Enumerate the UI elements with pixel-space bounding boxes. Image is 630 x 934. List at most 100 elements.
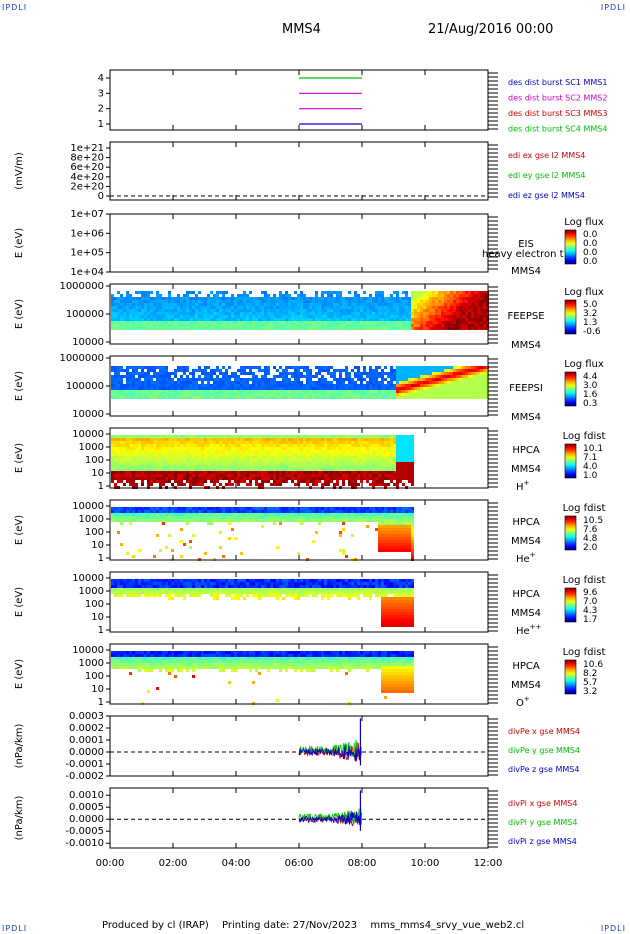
spectrogram-cell: [123, 483, 126, 486]
spectrogram-cell: [450, 294, 453, 297]
spectrogram-cell: [240, 456, 243, 459]
spectrogram-cell: [285, 450, 288, 453]
spectrogram-cell: [144, 306, 147, 309]
spectrogram-cell: [270, 318, 273, 321]
spectrogram-cell: [243, 477, 246, 480]
spectrogram-cell: [390, 477, 393, 480]
spectrogram-cell: [423, 291, 426, 294]
spectrogram-cell: [465, 390, 468, 393]
spectrogram-cell: [348, 483, 351, 486]
spectrogram-cell: [480, 366, 483, 369]
spectrogram-cell: [270, 474, 273, 477]
spectrogram-cell: [342, 453, 345, 456]
spectrogram-cell: [366, 456, 369, 459]
spectrogram-cell: [402, 300, 405, 303]
spectrogram-cell: [135, 435, 138, 438]
spectrogram-cell: [270, 438, 273, 441]
spectrogram-cell: [123, 516, 126, 519]
spectrogram-cell: [399, 471, 402, 474]
spectrogram-cell: [411, 444, 414, 447]
spectrogram-cell: [138, 441, 141, 444]
spectrogram-cell: [240, 435, 243, 438]
spectrogram-cell: [399, 378, 402, 381]
spectrogram-cell: [210, 507, 213, 510]
spectrogram-cell: [276, 312, 279, 315]
spectrogram-cell: [222, 447, 225, 450]
spectrogram-cell: [480, 303, 483, 306]
spectrogram-cell: [198, 459, 201, 462]
spectrogram-cell: [411, 315, 414, 318]
spectrogram-cell: [204, 456, 207, 459]
spectrogram-cell: [162, 435, 165, 438]
spectrogram-cell: [222, 510, 225, 513]
spectrogram-cell: [387, 324, 390, 327]
spectrogram-cell: [231, 303, 234, 306]
spectrogram-cell: [252, 471, 255, 474]
spectrogram-cell: [393, 441, 396, 444]
spectrogram-cell: [291, 450, 294, 453]
spectrogram-cell: [129, 438, 132, 441]
spectrogram-cell: [117, 297, 120, 300]
spectrogram-cell: [219, 453, 222, 456]
spectrogram-cell: [114, 378, 117, 381]
spectrogram-cell: [249, 453, 252, 456]
spectrogram-cell: [288, 444, 291, 447]
spectrogram-cell: [234, 450, 237, 453]
spectrogram-cell: [351, 369, 354, 372]
spectrogram-cell: [210, 459, 213, 462]
spectrogram-cell: [402, 483, 405, 486]
spectrogram-cell: [363, 366, 366, 369]
spectrogram-cell: [417, 390, 420, 393]
y-axis-label: (mV/m): [14, 152, 25, 190]
species-charge: +: [524, 479, 530, 487]
spectrogram-cell: [309, 372, 312, 375]
spectrogram-cell: [150, 369, 153, 372]
spectrogram-cell: [204, 480, 207, 483]
spectrogram-cell: [417, 294, 420, 297]
spectrogram-cell: [231, 438, 234, 441]
spectrogram-cell: [366, 327, 369, 330]
spectrogram-cell: [249, 315, 252, 318]
spectrogram-cell: [216, 480, 219, 483]
spectrogram-cell: [198, 324, 201, 327]
spectrogram-cell: [303, 396, 306, 399]
spectrogram-cell: [279, 462, 282, 465]
spectrogram-cell: [312, 393, 315, 396]
spectrogram-cell: [387, 441, 390, 444]
spectrogram-cell: [333, 315, 336, 318]
spectrogram-cell: [207, 471, 210, 474]
spectrogram-cell: [324, 450, 327, 453]
spectrogram-cell: [213, 387, 216, 390]
spectrogram-cell: [423, 390, 426, 393]
spectrogram-cell: [288, 309, 291, 312]
spectrogram-cell: [375, 465, 378, 468]
spectrogram-cell: [183, 318, 186, 321]
spectrogram-cell: [141, 474, 144, 477]
spectrogram-cell: [285, 396, 288, 399]
spectrogram-cell: [117, 441, 120, 444]
spectrogram-cell: [120, 474, 123, 477]
spectrogram-cell: [141, 477, 144, 480]
spectrogram-cell: [189, 372, 192, 375]
spectrogram-cell: [402, 303, 405, 306]
y-tick-label: 1: [98, 119, 104, 130]
spectrogram-cell: [123, 450, 126, 453]
spectrogram-cell: [315, 390, 318, 393]
spectrogram-cell: [414, 315, 417, 318]
spectrogram-cell: [450, 297, 453, 300]
spectrogram-cell: [177, 366, 180, 369]
spectrogram-cell: [339, 471, 342, 474]
spectrogram-cell: [423, 300, 426, 303]
spectrogram-cell: [387, 393, 390, 396]
spectrogram-cell: [135, 393, 138, 396]
spectrogram-cell: [402, 444, 405, 447]
spectrogram-cell: [342, 327, 345, 330]
spectrogram-cell: [375, 396, 378, 399]
spectrogram-cell: [174, 477, 177, 480]
spectrogram-cell: [411, 477, 414, 480]
spectrogram-cell: [249, 456, 252, 459]
spectrogram-cell: [477, 327, 480, 330]
spectrogram-cell: [279, 291, 282, 294]
spectrogram-cell: [330, 294, 333, 297]
spectrogram-cell: [411, 297, 414, 300]
